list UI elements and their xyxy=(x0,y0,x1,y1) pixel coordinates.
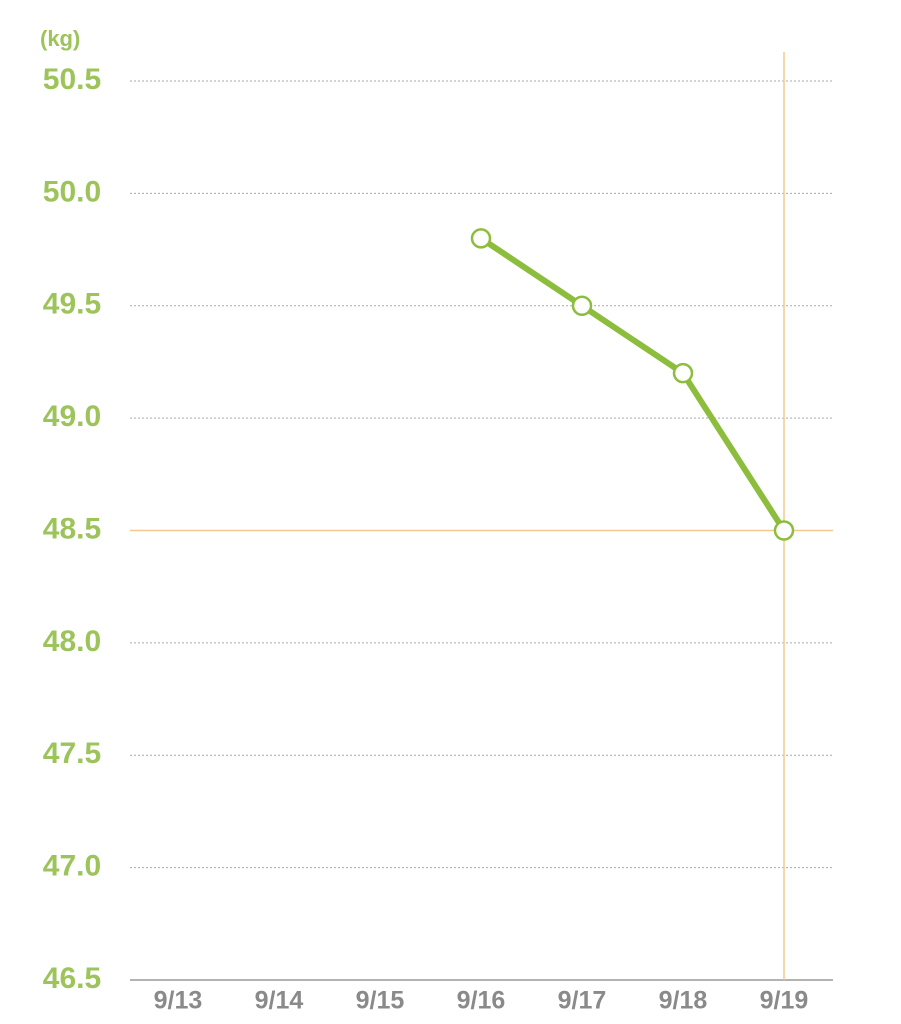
y-tick-label: 47.5 xyxy=(43,737,101,770)
data-point xyxy=(470,228,492,249)
y-tick-label: 50.5 xyxy=(43,63,101,96)
y-tick-label: 48.0 xyxy=(43,625,101,658)
y-tick-label: 47.0 xyxy=(43,850,101,883)
x-tick-label: 9/13 xyxy=(154,987,203,1015)
y-tick-label: 48.5 xyxy=(43,512,101,545)
y-tick-label: 46.5 xyxy=(43,962,101,995)
line-series xyxy=(479,235,787,533)
x-tick-label: 9/17 xyxy=(558,987,607,1015)
x-tick-label: 9/16 xyxy=(457,987,506,1015)
data-point xyxy=(571,295,593,316)
x-tick-label: 9/19 xyxy=(760,987,809,1015)
y-tick-label: 49.5 xyxy=(43,288,101,321)
y-axis-label: (kg) xyxy=(40,26,80,51)
y-tick-label: 50.0 xyxy=(43,175,101,208)
data-point xyxy=(773,520,795,541)
data-point xyxy=(672,362,694,384)
x-tick-label: 9/15 xyxy=(356,987,405,1015)
x-tick-label: 9/18 xyxy=(659,987,708,1015)
y-tick-label: 49.0 xyxy=(43,400,101,433)
x-tick-label: 9/14 xyxy=(255,987,304,1015)
